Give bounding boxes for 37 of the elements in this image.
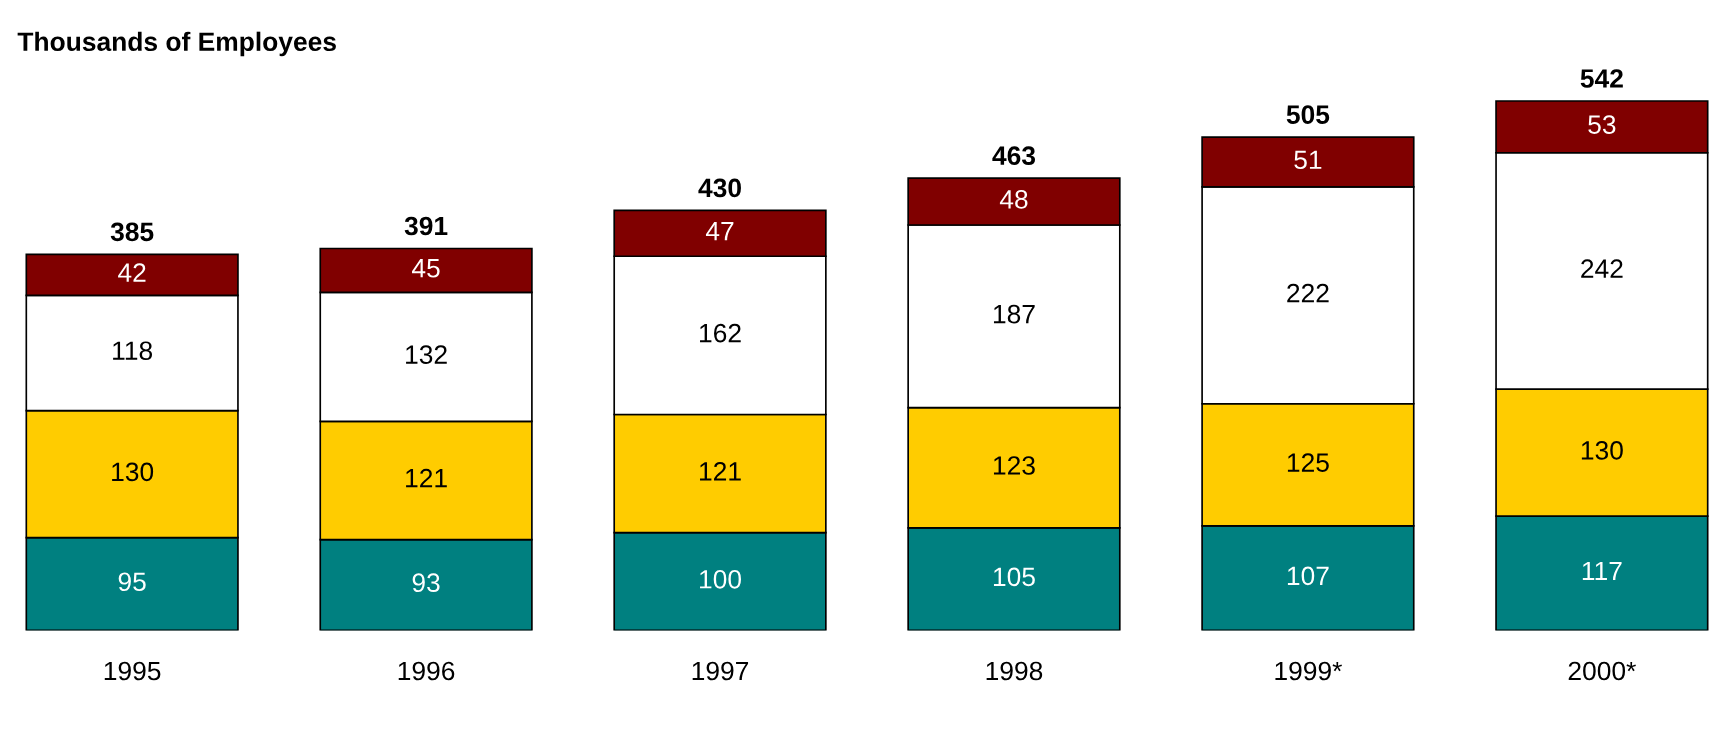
total-label: 505 — [1286, 105, 1330, 124]
data-label: 45 — [412, 259, 440, 278]
data-label: 117 — [1582, 561, 1622, 581]
data-label: 53 — [1588, 115, 1616, 134]
data-label: 118 — [113, 341, 153, 361]
x-tick-label: 1996 — [398, 661, 455, 681]
x-tick-label: 1999* — [1275, 661, 1342, 681]
data-label: 242 — [1581, 259, 1623, 278]
data-label: 132 — [406, 345, 447, 364]
data-label: 130 — [1581, 441, 1623, 460]
data-label: 123 — [993, 456, 1035, 475]
total-label: 385 — [110, 222, 154, 242]
chart-title: Thousands of Employees — [17, 31, 336, 57]
data-label: 51 — [1294, 150, 1322, 170]
total-label: 430 — [698, 178, 741, 198]
data-label: 222 — [1287, 283, 1329, 303]
data-label: 93 — [412, 573, 440, 593]
data-label: 130 — [112, 462, 154, 482]
data-label: 162 — [700, 323, 741, 343]
data-label: 48 — [999, 189, 1028, 209]
x-tick-label: 1995 — [104, 661, 161, 681]
x-tick-label: 1997 — [692, 661, 749, 681]
data-label: 187 — [993, 304, 1035, 324]
data-label: 95 — [118, 572, 146, 592]
data-label: 100 — [700, 569, 742, 589]
data-label: 47 — [705, 222, 734, 241]
data-label: 107 — [1287, 566, 1329, 586]
total-label: 542 — [1580, 69, 1623, 88]
data-label: 121 — [406, 468, 447, 488]
data-label: 105 — [993, 567, 1035, 587]
data-label: 125 — [1287, 453, 1329, 472]
x-tick-label: 2000* — [1568, 661, 1636, 681]
data-label: 121 — [700, 462, 741, 481]
data-label: 42 — [118, 263, 146, 282]
total-label: 463 — [992, 146, 1036, 166]
total-label: 391 — [404, 216, 448, 236]
x-tick-label: 1998 — [986, 661, 1043, 681]
